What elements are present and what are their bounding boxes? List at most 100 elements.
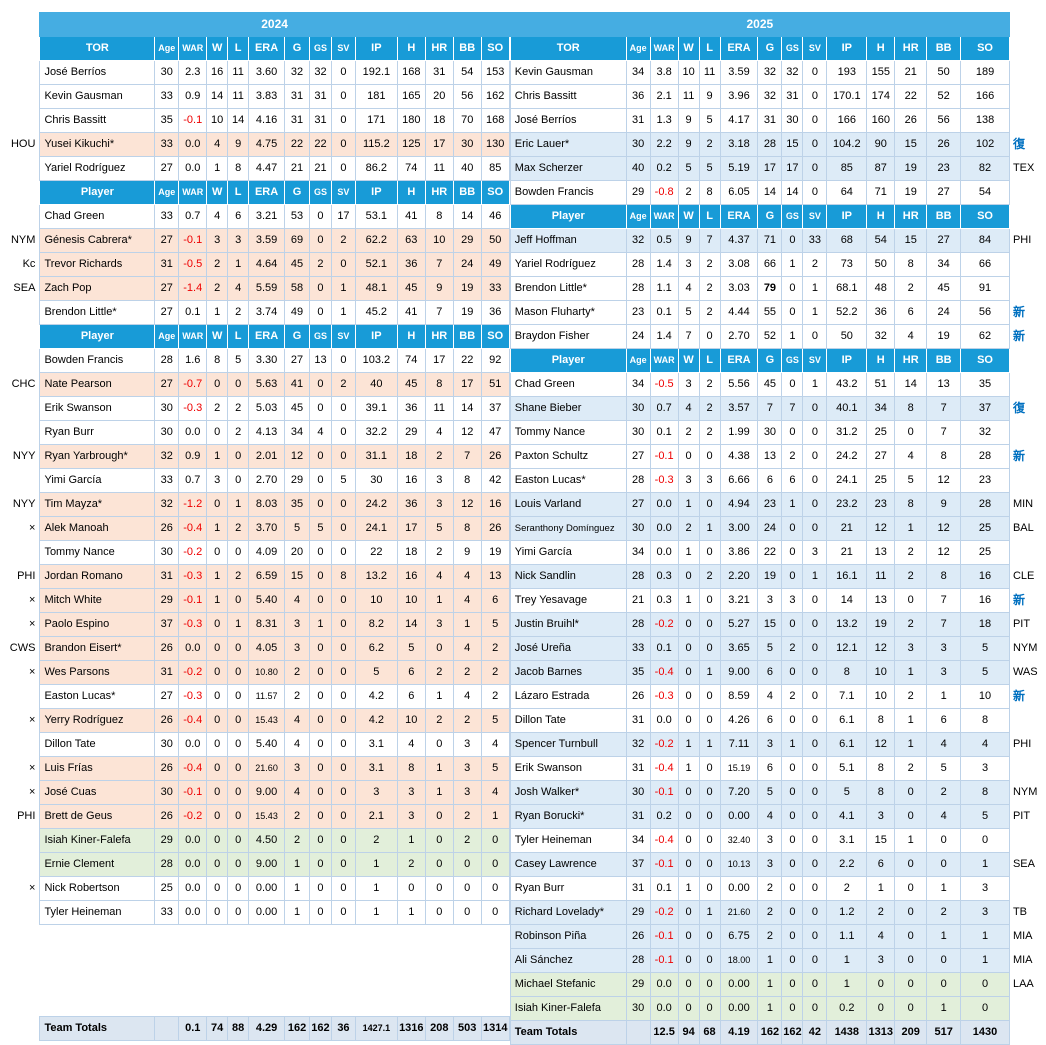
stat-age: 26 [154,804,180,829]
stat-era: 7.11 [719,732,759,757]
stat-w: 1 [677,876,700,901]
stat-era: 4.26 [719,708,759,733]
stat-g: 6 [757,468,783,493]
stat-war: -0.1 [178,228,208,253]
stat-so: 62 [960,324,1010,349]
player-row: Chad Green 33 0.7 4 6 3.21 53 0 17 53.1 41 8 14 46 [0,204,510,229]
stat-hr: 2 [894,564,928,589]
stat-l: 0 [227,732,250,757]
player-row: Michael Stefanic 29 0.0 0 0 0.00 1 0 0 1 0 0 0 0 LAA [509,972,1046,997]
stat-bb: 30 [452,132,482,157]
spacer-cell [39,993,155,1017]
stat-war: 0.1 [649,636,679,661]
stat-sv: 0 [802,636,828,661]
col-header-war: WAR [649,36,679,61]
transaction-label: PHI [0,804,40,829]
col-header-era: ERA [719,348,759,373]
stat-war: 0.0 [178,636,208,661]
player-name: Ryan Yarbrough* [39,444,156,469]
col-header-l: L [227,324,250,349]
team-totals-row: Team Totals 0.1 74 88 4.29 162 162 36 1427.1 1316… [0,1016,510,1041]
stat-bb: 3 [452,780,482,805]
stat-hr: 4 [894,444,928,469]
stat-ip: 21 [826,540,868,565]
stat-gs: 0 [308,300,332,325]
stat-w: 7 [677,324,700,349]
player-name: Easton Lucas* [509,468,627,493]
stat-sv: 0 [330,780,356,805]
stat-ip: 2 [826,876,868,901]
stat-g: 6 [757,756,783,781]
stat-era: 0.00 [248,900,286,925]
stat-l: 2 [698,420,721,445]
stat-hr: 0 [894,972,928,997]
stat-bb: 517 [926,1020,962,1045]
stat-w: 0 [206,876,229,901]
stat-gs: 0 [781,804,804,829]
gutter-spacer [0,852,40,877]
stat-hr: 9 [424,276,454,301]
player-name: Kevin Gausman [509,60,627,85]
stat-gs: 0 [781,612,804,637]
stat-g: 1 [284,852,310,877]
stat-sv: 0 [802,612,828,637]
stat-so: 42 [480,468,510,493]
gutter-spacer [0,828,40,853]
stat-bb: 27 [926,228,962,253]
stat-bb: 52 [926,84,962,109]
stat-era: 18.00 [719,948,759,973]
stat-war: 1.4 [649,324,679,349]
stat-hr: 5 [894,468,928,493]
stat-sv: 0 [802,972,828,997]
stat-w: 94 [677,1020,700,1045]
stat-gs: 162 [308,1016,332,1041]
stat-age: 29 [154,828,180,853]
stat-ip: 48.1 [354,276,398,301]
spacer-cell [309,993,332,1017]
stat-l: 8 [227,156,250,181]
stat-l: 0 [698,828,721,853]
spacer-cell [178,947,207,971]
stat-gs: 0 [308,396,332,421]
gutter-spacer [0,396,40,421]
spacer-cell [309,947,332,971]
player-name: Ryan Burr [509,876,627,901]
stat-h: 3 [866,948,896,973]
stat-so: 51 [480,372,510,397]
transaction-label: 復 [1009,132,1046,157]
stat-g: 13 [757,444,783,469]
stat-h: 165 [396,84,426,109]
stat-age: 27 [625,492,651,517]
stat-h: 41 [396,300,426,325]
stat-ip: 1438 [826,1020,868,1045]
stat-age: 23 [625,300,651,325]
stat-h: 74 [396,348,426,373]
stat-ip: 68.1 [826,276,868,301]
stat-age [154,1016,180,1041]
player-name: Chris Bassitt [39,108,156,133]
stat-ip: 2.1 [354,804,398,829]
stat-sv: 1 [802,276,828,301]
col-header-g: G [284,36,310,61]
stat-w: 0 [677,708,700,733]
stat-l: 2 [698,564,721,589]
stat-h: 6 [396,684,426,709]
stat-ip: 40.1 [826,396,868,421]
player-row: Ryan Borucki* 31 0.2 0 0 0.00 4 0 0 4.1 3 0 4 5 PIT [509,804,1046,829]
stat-era: 6.75 [719,924,759,949]
player-row: Tommy Nance 30 0.1 2 2 1.99 30 0 0 31.2 25 0 7 32 [509,420,1046,445]
stat-bb: 4 [452,684,482,709]
player-row: Braydon Fisher 24 1.4 7 0 2.70 52 1 0 50 32 4 19 62 新 [509,324,1046,349]
stat-so: 0 [480,900,510,925]
stat-so: 26 [480,444,510,469]
stat-hr: 17 [424,348,454,373]
player-row: Spencer Turnbull 32 -0.2 1 1 7.11 3 1 0 6.1 12 1 4 4 P… [509,732,1046,757]
stat-era: 1.99 [719,420,759,445]
stat-gs: 0 [781,780,804,805]
stat-ip: 24.1 [826,468,868,493]
stat-w: 0 [677,900,700,925]
stat-gs: 0 [308,660,332,685]
player-name: Jeff Hoffman [509,228,627,253]
stat-gs: 0 [308,852,332,877]
col-header-sv: SV [330,180,356,205]
